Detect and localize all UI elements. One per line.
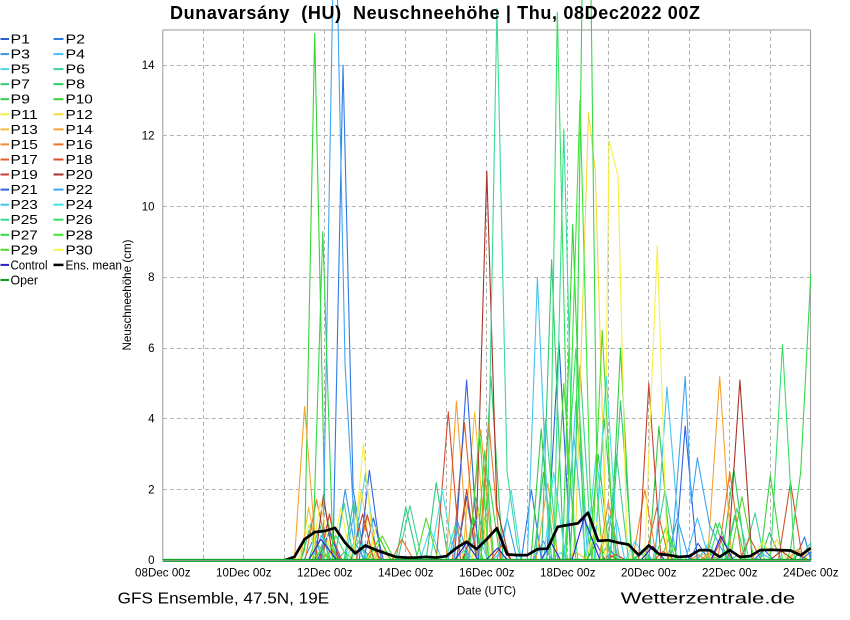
- svg-text:Dunavarsány (HU) Neuschneehö: Dunavarsány (HU) Neuschneehöhe | Thu, 08…: [170, 3, 700, 23]
- svg-text:Neuschneehöhe (cm): Neuschneehöhe (cm): [120, 240, 134, 351]
- svg-text:P2: P2: [66, 32, 86, 47]
- svg-text:P22: P22: [66, 182, 93, 197]
- svg-text:08Dec 00z: 08Dec 00z: [135, 566, 191, 580]
- svg-text:0: 0: [148, 555, 154, 567]
- svg-text:P27: P27: [11, 227, 38, 242]
- svg-text:6: 6: [148, 343, 154, 355]
- svg-text:P24: P24: [66, 197, 93, 212]
- svg-text:P11: P11: [11, 107, 38, 122]
- svg-text:12: 12: [142, 131, 155, 143]
- svg-text:P7: P7: [11, 77, 31, 92]
- svg-text:P16: P16: [66, 137, 93, 152]
- svg-text:P10: P10: [66, 92, 93, 107]
- svg-text:P6: P6: [66, 62, 86, 77]
- svg-text:P21: P21: [11, 182, 38, 197]
- svg-text:16Dec 00z: 16Dec 00z: [459, 566, 515, 580]
- svg-text:GFS Ensemble, 47.5N, 19E: GFS Ensemble, 47.5N, 19E: [118, 591, 330, 608]
- svg-text:P20: P20: [66, 167, 93, 182]
- svg-text:10: 10: [142, 201, 155, 213]
- svg-text:Date (UTC): Date (UTC): [457, 584, 516, 598]
- svg-text:22Dec 00z: 22Dec 00z: [702, 566, 758, 580]
- svg-text:P14: P14: [66, 122, 93, 137]
- svg-text:P29: P29: [11, 242, 38, 257]
- svg-text:P1: P1: [11, 32, 31, 47]
- svg-text:20Dec 00z: 20Dec 00z: [621, 566, 677, 580]
- svg-text:P13: P13: [11, 122, 38, 137]
- svg-text:Ens. mean: Ens. mean: [66, 257, 123, 272]
- svg-text:P18: P18: [66, 152, 93, 167]
- svg-text:Oper: Oper: [11, 273, 39, 288]
- svg-text:24Dec 00z: 24Dec 00z: [783, 566, 839, 580]
- svg-text:14: 14: [142, 60, 155, 72]
- svg-text:14Dec 00z: 14Dec 00z: [378, 566, 434, 580]
- svg-text:12Dec 00z: 12Dec 00z: [297, 566, 353, 580]
- svg-text:2: 2: [148, 484, 154, 496]
- svg-text:P25: P25: [11, 212, 38, 227]
- svg-text:P19: P19: [11, 167, 38, 182]
- svg-text:18Dec 00z: 18Dec 00z: [540, 566, 596, 580]
- svg-text:P3: P3: [11, 47, 31, 62]
- svg-text:P17: P17: [11, 152, 38, 167]
- svg-text:10Dec 00z: 10Dec 00z: [216, 566, 272, 580]
- svg-text:P15: P15: [11, 137, 38, 152]
- svg-text:8: 8: [148, 272, 154, 284]
- svg-text:P28: P28: [66, 227, 93, 242]
- svg-text:4: 4: [148, 414, 155, 426]
- svg-text:P23: P23: [11, 197, 38, 212]
- svg-text:Control: Control: [11, 257, 48, 272]
- svg-text:P5: P5: [11, 62, 31, 77]
- svg-text:Wetterzentrale.de: Wetterzentrale.de: [621, 591, 796, 608]
- svg-text:P9: P9: [11, 92, 31, 107]
- svg-text:P30: P30: [66, 242, 93, 257]
- svg-text:P12: P12: [66, 107, 93, 122]
- svg-text:P4: P4: [66, 47, 86, 62]
- svg-text:P26: P26: [66, 212, 93, 227]
- svg-text:P8: P8: [66, 77, 86, 92]
